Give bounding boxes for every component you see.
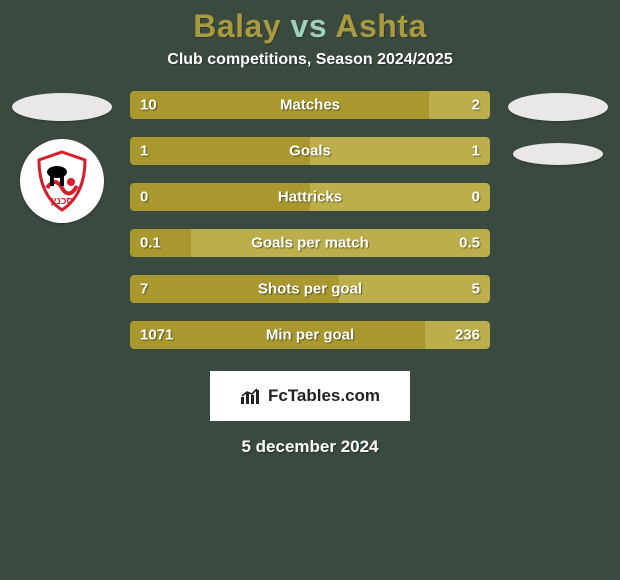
club-badge: סכנין: [20, 139, 104, 223]
main-row: סכנין Matches 10 2 Goals 1 1 Hattricks 0 0 Goals …: [0, 91, 620, 349]
branding-text: FcTables.com: [268, 386, 380, 406]
svg-text:סכנין: סכנין: [51, 196, 74, 207]
stat-value-left: 7: [140, 281, 148, 298]
stat-bar-left: [130, 137, 310, 165]
stat-label: Min per goal: [266, 327, 354, 344]
title-player1: Balay: [193, 8, 281, 44]
stat-row: Shots per goal 7 5: [130, 275, 490, 303]
stats-bars: Matches 10 2 Goals 1 1 Hattricks 0 0 Goals per ma…: [130, 91, 490, 349]
content: Balay vs Ashta Club competitions, Season…: [0, 0, 620, 580]
stat-value-right: 0: [472, 189, 480, 206]
stat-bar-right: [310, 137, 490, 165]
stat-value-left: 0.1: [140, 235, 161, 252]
bar-chart-icon: [240, 387, 262, 405]
stat-label: Goals per match: [251, 235, 369, 252]
branding-badge: FcTables.com: [210, 371, 410, 421]
stat-bar-right: [429, 91, 490, 119]
stat-value-left: 1071: [140, 327, 173, 344]
stat-value-left: 1: [140, 143, 148, 160]
right-player-ellipse: [508, 93, 608, 121]
page-title: Balay vs Ashta: [0, 8, 620, 45]
title-player2: Ashta: [335, 8, 426, 44]
right-player-ellipse: [513, 143, 603, 165]
stat-label: Goals: [289, 143, 331, 160]
stat-label: Matches: [280, 97, 340, 114]
stat-value-right: 0.5: [459, 235, 480, 252]
left-player-ellipse: [12, 93, 112, 121]
stat-label: Hattricks: [278, 189, 342, 206]
stat-value-left: 0: [140, 189, 148, 206]
stat-value-left: 10: [140, 97, 157, 114]
subtitle: Club competitions, Season 2024/2025: [0, 51, 620, 69]
stat-label: Shots per goal: [258, 281, 362, 298]
club-badge-icon: סכנין: [27, 146, 97, 216]
left-player-column: סכנין: [12, 91, 112, 223]
stat-row: Matches 10 2: [130, 91, 490, 119]
stat-value-right: 1: [472, 143, 480, 160]
stat-value-right: 2: [472, 97, 480, 114]
stat-value-right: 5: [472, 281, 480, 298]
stat-row: Hattricks 0 0: [130, 183, 490, 211]
stat-row: Goals per match 0.1 0.5: [130, 229, 490, 257]
date-text: 5 december 2024: [0, 437, 620, 457]
stat-value-right: 236: [455, 327, 480, 344]
title-vs: vs: [291, 8, 328, 44]
stat-row: Goals 1 1: [130, 137, 490, 165]
right-player-column: [508, 91, 608, 165]
stat-row: Min per goal 1071 236: [130, 321, 490, 349]
